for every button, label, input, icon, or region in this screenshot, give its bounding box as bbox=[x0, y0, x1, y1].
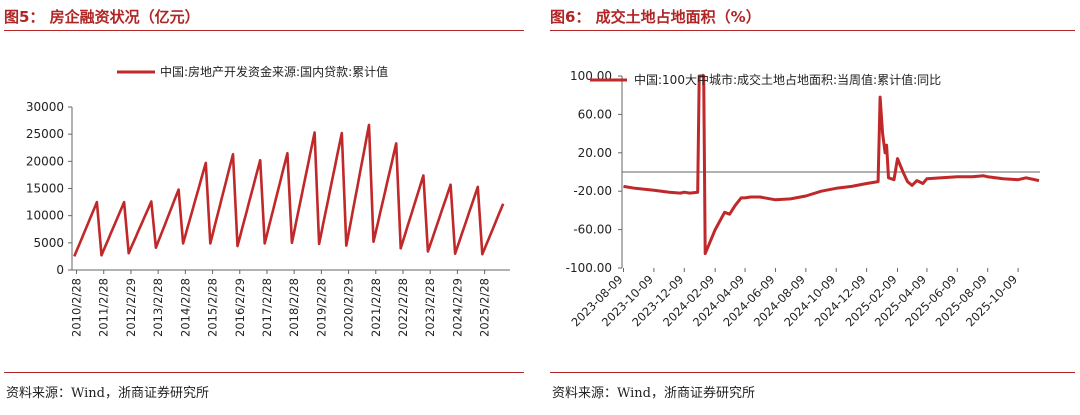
figure5-title: 图5： 房企融资状况（亿元） bbox=[4, 8, 200, 26]
figure6-title: 图6： 成交土地占地面积（%） bbox=[550, 8, 761, 26]
figure6-source: 资料来源：Wind，浙商证券研究所 bbox=[552, 386, 755, 401]
figure5-chart: 中国:房地产开发资金来源:国内贷款:累计值 0 5000 10000 15000 2000… bbox=[26, 64, 510, 337]
figure5-source: 资料来源：Wind，浙商证券研究所 bbox=[6, 386, 209, 401]
left-panel: 图5： 房企融资状况（亿元） 中国:房地产开发资金来源:国内贷款:累计值 0 500… bbox=[4, 8, 524, 401]
right-panel: 图6： 成交土地占地面积（%） 100.00 60.00 20.00 -20.00 -6… bbox=[540, 0, 1080, 415]
legend-label: 中国:房地产开发资金来源:国内贷款:累计值 bbox=[160, 64, 388, 79]
x-tick-label: 2024/2/29 bbox=[450, 278, 464, 337]
figure6-bottom-rule bbox=[550, 372, 1075, 373]
x-tick-label: 2016/2/29 bbox=[233, 278, 247, 337]
y-tick-label: 0 bbox=[56, 263, 64, 277]
x-tick-label: 2017/2/28 bbox=[260, 278, 274, 337]
y-tick-label: 30000 bbox=[26, 100, 64, 114]
x-tick-label: 2019/2/28 bbox=[314, 278, 328, 337]
x-tick-label: 2020/2/29 bbox=[342, 278, 356, 337]
y-tick-label: 15000 bbox=[26, 182, 64, 196]
x-tick-label: 2018/2/28 bbox=[287, 278, 301, 337]
legend-label: 中国:100大中城市:成交土地占地面积:当周值:累计值:同比 bbox=[634, 72, 941, 87]
y-tick-label: 20000 bbox=[26, 154, 64, 168]
x-tick-label: 2010/2/28 bbox=[70, 278, 84, 337]
y-tick-label: 10000 bbox=[26, 209, 64, 223]
figure6-chart: 100.0060.0020.00-20.00-60.00-100.002023-… bbox=[566, 69, 1040, 329]
figure6-top-rule bbox=[550, 30, 1075, 31]
y-tick-label: -60.00 bbox=[573, 223, 612, 237]
x-tick-label: 2015/2/28 bbox=[206, 278, 220, 337]
x-tick-label: 2014/2/28 bbox=[178, 278, 192, 337]
series-line-domestic-loans bbox=[73, 123, 505, 257]
figure5-bottom-rule bbox=[4, 372, 524, 373]
figure5-top-rule bbox=[4, 30, 524, 31]
x-tick-label: 2012/2/29 bbox=[124, 278, 138, 337]
x-tick-label: 2023/2/28 bbox=[423, 278, 437, 337]
x-tick-label: 2011/2/28 bbox=[97, 278, 111, 337]
y-tick-label: -100.00 bbox=[566, 261, 612, 275]
series-line-land-area-yoy bbox=[623, 74, 1040, 256]
x-tick-label: 2021/2/28 bbox=[369, 278, 383, 337]
y-tick-label: 20.00 bbox=[578, 146, 612, 160]
y-tick-label: 25000 bbox=[26, 127, 64, 141]
x-tick-label: 2022/2/28 bbox=[396, 278, 410, 337]
x-tick-label: 2025/2/28 bbox=[478, 278, 492, 337]
y-tick-label: 60.00 bbox=[578, 107, 612, 121]
y-tick-label: 5000 bbox=[33, 236, 64, 250]
x-tick-label: 2013/2/28 bbox=[151, 278, 165, 337]
y-tick-label: -20.00 bbox=[573, 184, 612, 198]
